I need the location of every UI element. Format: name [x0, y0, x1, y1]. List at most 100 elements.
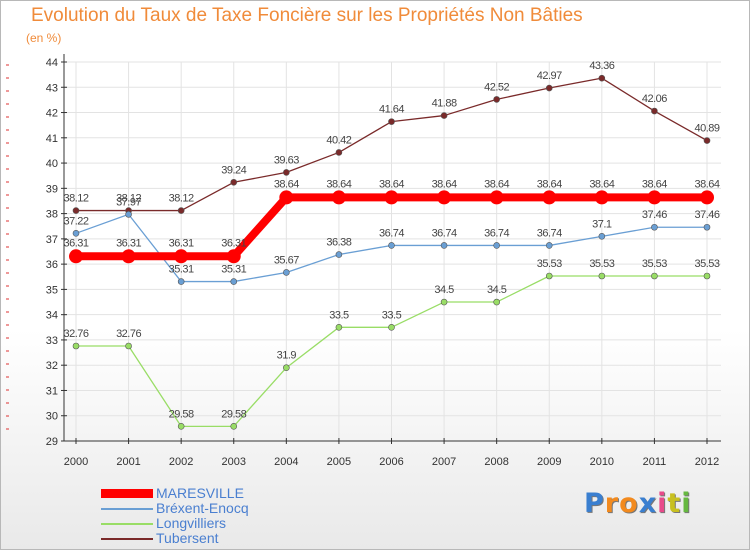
logo-letter: i [657, 488, 668, 519]
data-point-br-xent-enocq [545, 242, 553, 249]
data-label-longvilliers: 35.53 [537, 258, 562, 270]
x-tick-label: 2000 [64, 456, 88, 468]
chart-title: Evolution du Taux de Taxe Foncière sur l… [31, 5, 583, 26]
x-tick-label: 2008 [484, 456, 508, 468]
data-label-br-xent-enocq: 37.46 [694, 209, 719, 221]
data-label-maresville: 38.64 [326, 178, 351, 190]
x-tick-label: 2005 [327, 456, 351, 468]
data-point-maresville [226, 249, 241, 264]
data-point-maresville [437, 190, 452, 205]
data-point-longvilliers [440, 298, 448, 306]
data-point-br-xent-enocq [388, 242, 395, 249]
data-label-longvilliers: 32.76 [116, 328, 141, 340]
x-tick-label: 2009 [537, 456, 561, 468]
data-label-maresville: 38.64 [642, 178, 667, 190]
data-point-tubersent [493, 96, 500, 103]
data-label-longvilliers: 35.53 [589, 258, 614, 270]
data-label-br-xent-enocq: 36.74 [379, 227, 404, 239]
chart-subtitle: (en %) [26, 31, 62, 45]
logo-letter: t [667, 488, 682, 519]
data-point-br-xent-enocq [493, 242, 500, 249]
data-point-br-xent-enocq [230, 278, 238, 285]
data-point-maresville [174, 249, 189, 264]
data-point-maresville [331, 190, 346, 205]
y-tick-label: 42 [46, 108, 58, 120]
data-point-br-xent-enocq [177, 278, 185, 285]
x-tick-label: 2006 [379, 456, 403, 468]
data-point-longvilliers [545, 272, 553, 280]
logo-letter: i [681, 488, 692, 519]
data-label-tubersent: 42.52 [484, 81, 509, 93]
x-tick-label: 2004 [274, 456, 298, 468]
legend-swatch [101, 537, 153, 540]
legend-label: Tubersent [156, 530, 219, 546]
data-label-maresville: 38.64 [274, 178, 299, 190]
data-label-maresville: 36.31 [169, 237, 194, 249]
data-point-tubersent [388, 118, 395, 125]
data-label-longvilliers: 33.5 [329, 309, 349, 321]
data-point-br-xent-enocq [335, 251, 343, 258]
data-label-longvilliers: 31.9 [277, 350, 297, 362]
x-tick-label: 2002 [169, 456, 193, 468]
data-label-br-xent-enocq: 36.74 [537, 227, 562, 239]
data-label-br-xent-enocq: 36.38 [326, 237, 351, 249]
data-label-tubersent: 38.12 [63, 193, 88, 205]
data-label-tubersent: 38.12 [116, 193, 141, 205]
data-point-br-xent-enocq [651, 223, 658, 231]
data-label-maresville: 36.31 [221, 237, 246, 249]
proxiti-logo: Proxiti [584, 488, 692, 519]
logo-letter: o [619, 488, 639, 519]
data-label-maresville: 38.64 [484, 178, 509, 190]
y-tick-label: 41 [46, 133, 58, 145]
y-tick-label: 30 [46, 411, 58, 423]
data-point-longvilliers [388, 323, 395, 331]
data-label-maresville: 38.64 [432, 178, 457, 190]
data-label-br-xent-enocq: 35.31 [169, 264, 194, 276]
data-point-br-xent-enocq [598, 233, 606, 240]
data-point-maresville [489, 190, 504, 205]
x-tick-label: 2007 [432, 456, 456, 468]
data-point-tubersent [598, 74, 606, 82]
data-point-maresville [647, 190, 662, 205]
data-point-tubersent [230, 178, 238, 186]
data-point-tubersent [72, 207, 80, 214]
data-point-tubersent [177, 207, 185, 214]
data-label-tubersent: 41.88 [432, 98, 457, 110]
legend-item: Bréxent-Enocq [101, 501, 249, 516]
y-tick-label: 31 [46, 385, 58, 397]
data-point-longvilliers [125, 342, 132, 350]
data-label-br-xent-enocq: 37.46 [642, 209, 667, 221]
data-label-tubersent: 42.06 [642, 93, 667, 105]
data-label-tubersent: 42.97 [537, 70, 562, 82]
legend-item: MARESVILLE [101, 486, 249, 501]
data-label-maresville: 36.31 [63, 237, 88, 249]
data-point-tubersent [545, 84, 553, 92]
data-label-maresville: 38.64 [379, 178, 404, 190]
data-point-br-xent-enocq [125, 211, 132, 218]
x-tick-label: 2011 [643, 456, 667, 468]
data-label-br-xent-enocq: 36.74 [432, 227, 457, 239]
data-label-tubersent: 38.12 [169, 193, 194, 205]
data-point-tubersent [283, 169, 290, 176]
data-point-longvilliers [283, 364, 290, 372]
data-label-longvilliers: 29.58 [221, 408, 246, 420]
data-label-br-xent-enocq: 37.22 [63, 215, 88, 227]
data-point-longvilliers [230, 423, 238, 430]
x-tick-label: 2001 [116, 456, 140, 468]
data-point-longvilliers [72, 342, 80, 350]
data-label-br-xent-enocq: 36.74 [484, 227, 509, 239]
legend-label: Longvilliers [156, 515, 227, 531]
x-tick-label: 2010 [590, 456, 614, 468]
data-label-br-xent-enocq: 35.31 [221, 264, 246, 276]
data-point-tubersent [440, 112, 448, 119]
x-tick-label: 2003 [222, 456, 246, 468]
legend-label: Bréxent-Enocq [156, 500, 249, 516]
legend-swatch [101, 522, 153, 525]
data-label-maresville: 38.64 [537, 178, 562, 190]
data-point-longvilliers [493, 298, 500, 306]
data-label-longvilliers: 34.5 [487, 284, 507, 296]
data-label-longvilliers: 35.53 [694, 258, 719, 270]
data-point-tubersent [703, 137, 711, 144]
